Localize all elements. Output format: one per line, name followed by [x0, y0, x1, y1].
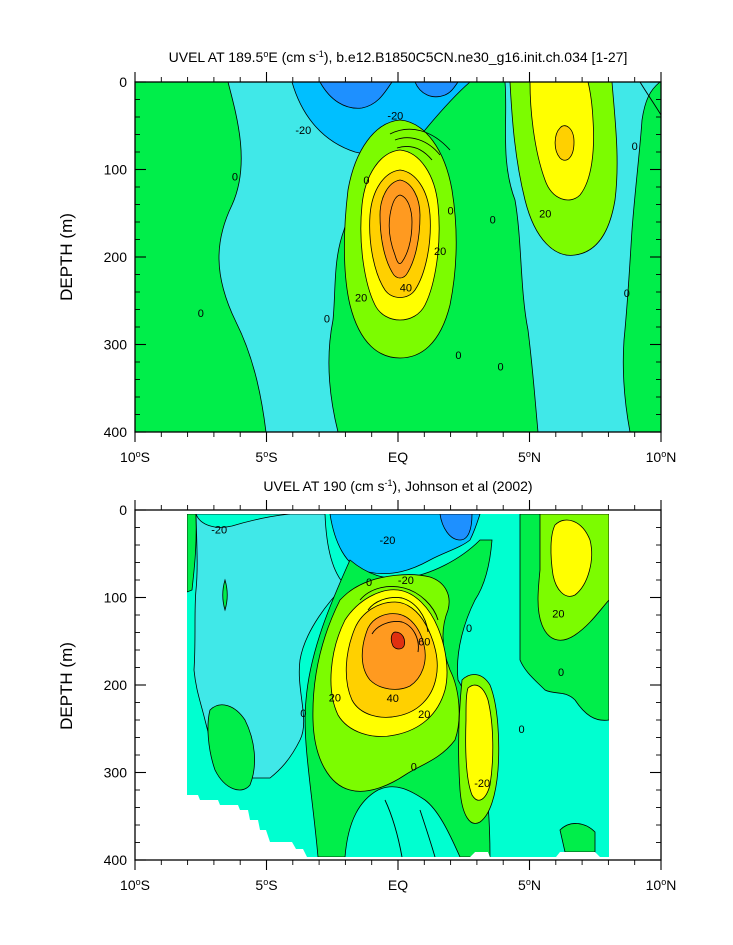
panel-bottom-contour-labels: -20 -20 0 -20 0 60 20 40 20 0 0 -20 0 20 0 [211, 524, 564, 790]
panel-bottom-contour-label: 0 [300, 708, 306, 720]
panel-top-x-tick-label: 10oN [646, 449, 677, 465]
panel-bottom-contour-label: 20 [418, 709, 430, 721]
panel-top-contour-label: 20 [539, 208, 551, 220]
panel-top-title: UVEL AT 189.5oE (cm s-1), b.e12.B1850C5C… [169, 49, 628, 65]
panel-bottom-contour-label: 60 [418, 636, 430, 648]
panel-bottom-title: UVEL AT 190 (cm s-1), Johnson et al (200… [263, 478, 532, 494]
panel-bottom-y-tick-label: 400 [104, 852, 128, 868]
panel-top-contour-label: 40 [400, 283, 412, 295]
panel-bottom-x-axis: 10oS 5oS EQ 5oN 10oN [120, 500, 676, 893]
panel-top-contour-label: 0 [363, 175, 369, 187]
panel-top-contour-label: -20 [387, 110, 403, 122]
panel-top-x-tick-label: 5oS [255, 449, 277, 465]
panel-top-y-label: DEPTH (m) [57, 213, 76, 301]
panel-top-x-axis: 10oS 5oS EQ 5oN 10oN [120, 72, 676, 465]
panel-bottom-contour-label: 40 [387, 693, 399, 705]
panel-top-y-tick-label: 200 [104, 249, 128, 265]
panel-top-contour-label: 0 [232, 172, 238, 184]
panel-bottom: UVEL AT 190 (cm s-1), Johnson et al (200… [57, 478, 676, 893]
panel-top-x-tick-label: EQ [388, 449, 408, 465]
panel-bottom-y-tick-label: 100 [104, 590, 128, 606]
panel-bottom-contour-fill [187, 514, 609, 857]
panel-top-contour-label: 20 [434, 246, 446, 258]
panel-bottom-x-tick-label: 5oN [518, 877, 541, 893]
panel-top-contour-label: 0 [624, 288, 630, 300]
panel-bottom-contour-lines [359, 586, 439, 857]
panel-bottom-contour-label: 0 [411, 761, 417, 773]
panel-top-y-tick-label: 100 [104, 162, 128, 178]
panel-bottom-y-label: DEPTH (m) [57, 642, 76, 730]
panel-bottom-contour-label: 0 [519, 724, 525, 736]
panel-bottom-contour-label: -20 [398, 575, 414, 587]
panel-bottom-contour-label: -20 [380, 535, 396, 547]
panel-top-contour-lines [389, 82, 661, 161]
panel-bottom-x-tick-label: EQ [388, 877, 408, 893]
panel-top: UVEL AT 189.5oE (cm s-1), b.e12.B1850C5C… [57, 49, 676, 465]
panel-top-y-tick-label: 400 [104, 424, 128, 440]
panel-bottom-y-tick-label: 200 [104, 677, 128, 693]
panel-top-contour-label: 0 [490, 214, 496, 226]
panel-top-contour-label: 20 [355, 292, 367, 304]
panel-top-contour-label: 0 [498, 361, 504, 373]
panel-bottom-contour-label: -20 [211, 524, 227, 536]
panel-top-contour-label: -20 [295, 125, 311, 137]
panel-bottom-contour-label: 20 [329, 692, 341, 704]
panel-bottom-contour-label: 20 [552, 608, 564, 620]
panel-bottom-contour-label: 0 [558, 667, 564, 679]
panel-top-y-tick-label: 300 [104, 337, 128, 353]
panel-top-x-tick-label: 5oN [518, 449, 541, 465]
panel-bottom-contour-label: 0 [366, 577, 372, 589]
panel-bottom-x-tick-label: 5oS [255, 877, 277, 893]
panel-top-contour-fill [135, 82, 661, 432]
panel-bottom-x-tick-label: 10oS [120, 877, 150, 893]
panel-top-contour-label: 0 [324, 313, 330, 325]
panel-bottom-y-tick-label: 300 [104, 765, 128, 781]
panel-top-contour-label: 0 [448, 206, 454, 218]
panel-top-x-tick-label: 10oS [120, 449, 150, 465]
panel-bottom-x-tick-label: 10oN [646, 877, 677, 893]
panel-top-contour-labels: 0 0 0 0 -20 -20 0 20 40 20 0 0 0 20 0 0 [198, 110, 638, 373]
panel-top-contour-label: 0 [632, 141, 638, 153]
panel-top-contour-label: 0 [455, 350, 461, 362]
panel-bottom-contour-label: 0 [466, 623, 472, 635]
panel-bottom-y-tick-label: 0 [119, 502, 127, 518]
panel-top-y-tick-label: 0 [119, 74, 127, 90]
panel-bottom-contour-label: -20 [474, 778, 490, 790]
panel-top-contour-label: 0 [198, 308, 204, 320]
